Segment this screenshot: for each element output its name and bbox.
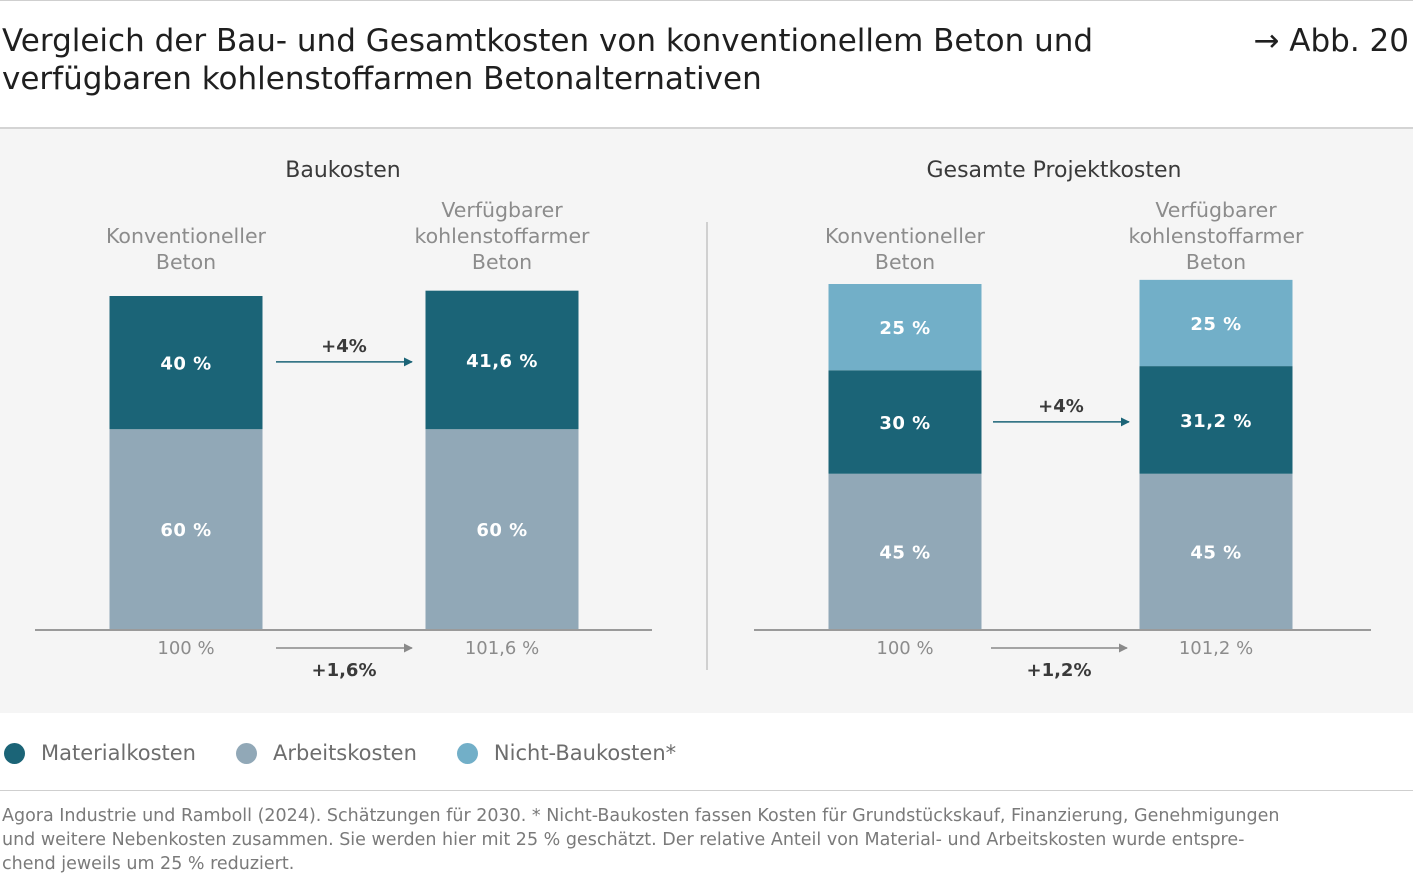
baukosten-change-label: +4% bbox=[321, 336, 367, 357]
top-rule bbox=[0, 0, 1413, 1]
gesamte-projektkosten-category-label: Verfügbarer bbox=[1155, 198, 1277, 222]
baukosten-value-label: 40 % bbox=[160, 354, 211, 375]
gesamte-projektkosten-value-label: 45 % bbox=[1190, 542, 1241, 563]
figure-title: Vergleich der Bau- und Gesamtkosten von … bbox=[2, 22, 1202, 98]
baukosten-category-label: kohlenstoffarmer bbox=[414, 224, 590, 248]
legend-label-arbeitskosten: Arbeitskosten bbox=[272, 741, 417, 765]
gesamte-projektkosten-bar-materialkosten-2 bbox=[1139, 366, 1293, 474]
gesamte-projektkosten-value-label: 25 % bbox=[1190, 314, 1241, 335]
figure-title-line-1: Vergleich der Bau- und Gesamtkosten von … bbox=[2, 23, 1094, 59]
baukosten-title: Baukosten bbox=[285, 158, 401, 183]
figure-title-line-2: verfügbaren kohlenstoffarmen Betonaltern… bbox=[2, 61, 762, 97]
gesamte-projektkosten-value-label: 45 % bbox=[879, 542, 930, 563]
baukosten-category-label: Beton bbox=[472, 250, 532, 274]
baukosten-category-label: Beton bbox=[156, 250, 216, 274]
baukosten-category-label: Verfügbarer bbox=[441, 198, 563, 222]
legend-swatch-nicht-baukosten bbox=[456, 742, 478, 764]
gesamte-projektkosten-total-change-label: +1,2% bbox=[1026, 660, 1091, 681]
legend-item-nicht-baukosten: Nicht-Baukosten* bbox=[456, 741, 677, 765]
baukosten-value-label: 60 % bbox=[160, 520, 211, 541]
gesamte-projektkosten-category-label: Konventioneller bbox=[825, 224, 986, 248]
gesamte-projektkosten-bar-materialkosten-1 bbox=[828, 370, 982, 474]
legend-swatch-arbeitskosten bbox=[235, 742, 257, 764]
gesamte-projektkosten-bar-arbeitskosten-1 bbox=[828, 473, 982, 629]
source-divider bbox=[0, 790, 1413, 791]
gesamte-projektkosten-category-label: Beton bbox=[1186, 250, 1246, 274]
baukosten-bar-arbeitskosten-1 bbox=[109, 429, 263, 629]
baukosten-total-label: 100 % bbox=[157, 638, 214, 659]
legend-item-materialkosten: Materialkosten bbox=[4, 741, 196, 765]
legend-label-nicht-baukosten: Nicht-Baukosten* bbox=[493, 741, 677, 765]
legend-label-materialkosten: Materialkosten bbox=[41, 741, 196, 765]
legend-swatch-materialkosten bbox=[4, 742, 25, 764]
source-line-2: und weitere Nebenkosten zusammen. Sie we… bbox=[2, 830, 1245, 850]
legend-item-arbeitskosten: Arbeitskosten bbox=[235, 741, 417, 765]
baukosten-category-label: Konventioneller bbox=[106, 224, 267, 248]
gesamte-projektkosten-total-label: 101,2 % bbox=[1179, 638, 1253, 659]
source-note: Agora Industrie und Ramboll (2024). Schä… bbox=[2, 804, 1407, 876]
baukosten-total-change-label: +1,6% bbox=[311, 660, 376, 681]
gesamte-projektkosten-change-label: +4% bbox=[1038, 396, 1084, 417]
gesamte-projektkosten-category-label: Beton bbox=[875, 250, 935, 274]
baukosten-bar-arbeitskosten-2 bbox=[425, 429, 579, 629]
baukosten-total-label: 101,6 % bbox=[465, 638, 539, 659]
gesamte-projektkosten-title: Gesamte Projektkosten bbox=[926, 158, 1181, 183]
gesamte-projektkosten-bar-arbeitskosten-2 bbox=[1139, 473, 1293, 629]
legend: Materialkosten Arbeitskosten Nicht-Bauko… bbox=[4, 738, 716, 768]
gesamte-projektkosten-value-label: 25 % bbox=[879, 318, 930, 339]
gesamte-projektkosten-value-label: 30 % bbox=[879, 413, 930, 434]
baukosten-bar-materialkosten-2 bbox=[425, 290, 579, 430]
baukosten-value-label: 41,6 % bbox=[466, 351, 538, 372]
gesamte-projektkosten-total-label: 100 % bbox=[876, 638, 933, 659]
baukosten-bar-materialkosten-1 bbox=[109, 296, 263, 430]
title-divider bbox=[0, 127, 1413, 129]
baukosten-value-label: 60 % bbox=[476, 520, 527, 541]
gesamte-projektkosten-value-label: 31,2 % bbox=[1180, 411, 1252, 432]
source-line-3: chend jeweils um 25 % reduziert. bbox=[2, 854, 295, 874]
source-line-1: Agora Industrie und Ramboll (2024). Schä… bbox=[2, 806, 1280, 826]
gesamte-projektkosten-bar-nicht-baukosten-2 bbox=[1139, 279, 1293, 367]
gesamte-projektkosten-category-label: kohlenstoffarmer bbox=[1128, 224, 1304, 248]
gesamte-projektkosten-bar-nicht-baukosten-1 bbox=[828, 284, 982, 371]
figure-reference: → Abb. 20 bbox=[1253, 23, 1409, 59]
